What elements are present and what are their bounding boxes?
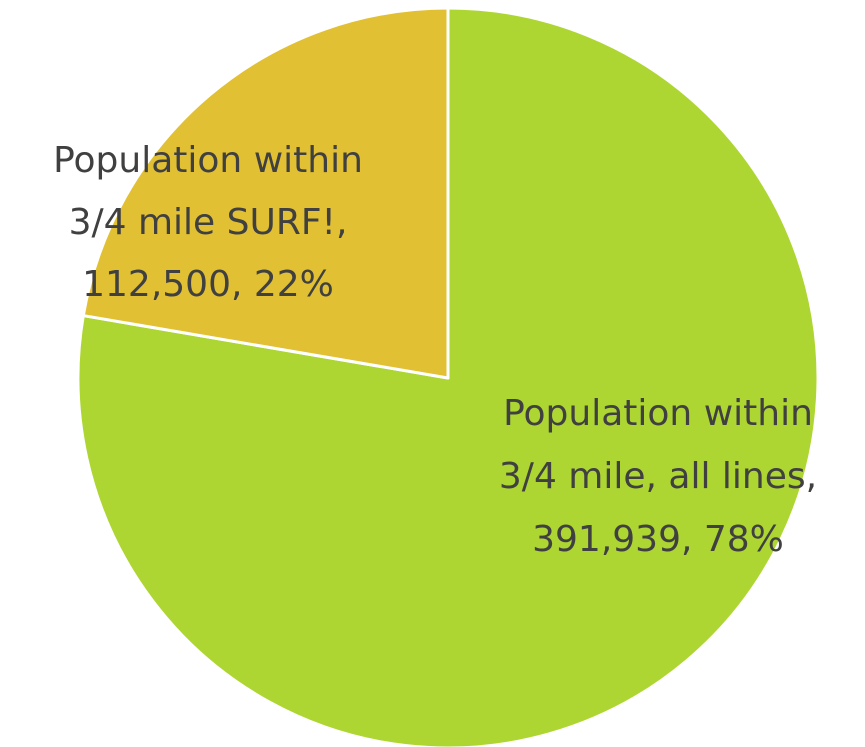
data-label-line: 3/4 mile SURF!,: [69, 202, 348, 243]
pie-labels: Population within 3/4 mile, all lines, 391…: [53, 140, 817, 560]
data-label-line: 3/4 mile, all lines,: [499, 456, 817, 497]
data-label-line: Population within: [503, 393, 813, 434]
data-label-all-lines: Population within 3/4 mile, all lines, 391…: [499, 393, 817, 560]
data-label-line: Population within: [53, 140, 363, 181]
data-label-line: 391,939, 78%: [532, 519, 784, 560]
data-label-line: 112,500, 22%: [82, 264, 334, 305]
data-label-surf: Population within 3/4 mile SURF!, 112,500,…: [53, 140, 363, 305]
pie-slices: [76, 6, 820, 747]
pie-slice-all-lines: [76, 6, 820, 747]
pie-slice-surf: [81, 6, 450, 380]
